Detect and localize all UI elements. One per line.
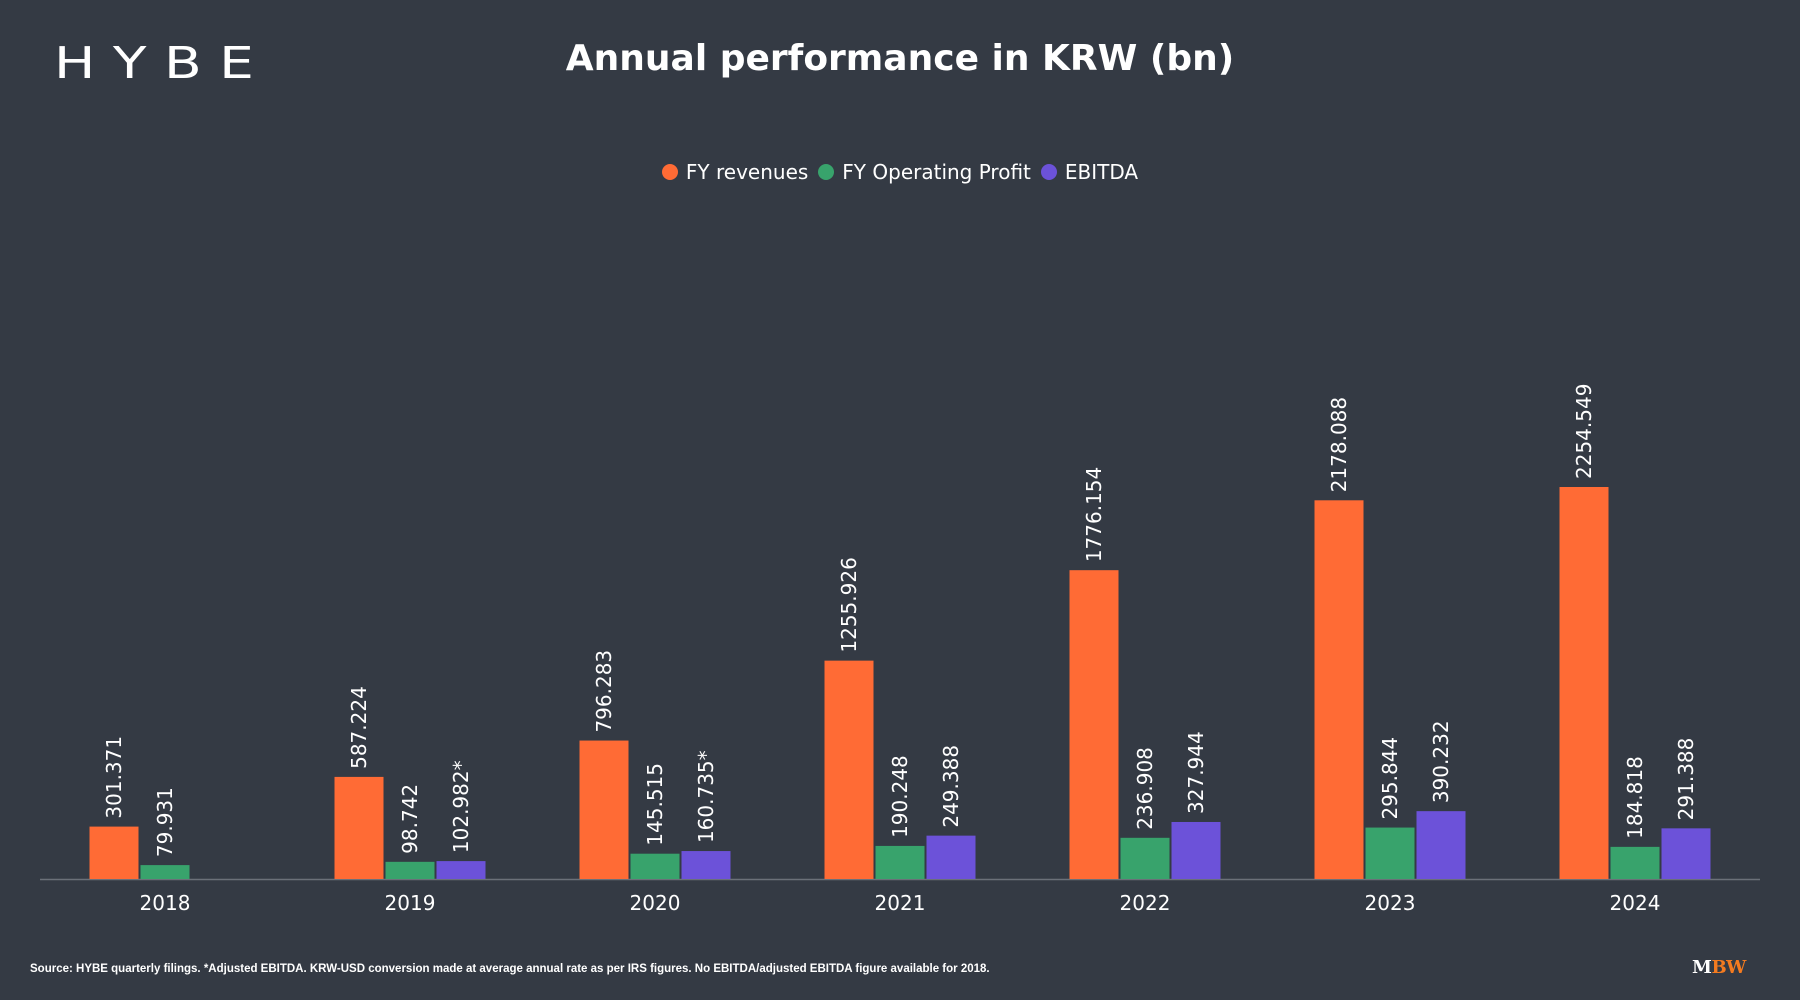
mbw-logo: MBW [1692,957,1746,978]
data-label-fy-revenues-2019: 587.224 [347,686,371,769]
data-label-fy-revenues-2023: 2178.088 [1327,397,1351,492]
mbw-logo-m: M [1692,957,1712,978]
bar-fy-revenues-2020[interactable] [579,740,629,879]
hybe-logo: HYBE [54,38,272,89]
bar-ebitda-2023[interactable] [1416,811,1466,879]
bar-fy-operating-profit-2024[interactable] [1610,846,1660,879]
bar-ebitda-2019[interactable] [436,861,486,879]
data-label-ebitda-2019: 102.982* [449,760,473,853]
legend-label-revenues: FY revenues [685,160,809,184]
bar-fy-operating-profit-2018[interactable] [140,865,190,879]
data-label-fy-operating-profit-2023: 295.844 [1378,737,1402,820]
x-tick-label-2022: 2022 [1120,891,1171,915]
data-label-ebitda-2022: 327.944 [1184,731,1208,814]
source-note: Source: HYBE quarterly filings. *Adjuste… [30,963,990,975]
data-label-fy-operating-profit-2019: 98.742 [398,784,422,854]
legend-label-ebitda: EBITDA [1064,160,1139,184]
x-tick-label-2019: 2019 [385,891,436,915]
bar-fy-revenues-2021[interactable] [824,660,874,879]
bar-fy-revenues-2022[interactable] [1069,570,1119,879]
bar-fy-operating-profit-2022[interactable] [1120,837,1170,879]
bar-fy-revenues-2019[interactable] [334,776,384,879]
data-label-fy-operating-profit-2020: 145.515 [643,763,667,846]
x-tick-label-2023: 2023 [1365,891,1416,915]
legend-marker-ebitda [1040,164,1057,180]
legend-marker-operating-profit [818,164,835,180]
x-tick-label-2020: 2020 [630,891,681,915]
bar-fy-operating-profit-2020[interactable] [630,853,680,879]
bar-fy-revenues-2018[interactable] [89,826,139,879]
data-label-fy-operating-profit-2022: 236.908 [1133,747,1157,830]
bar-fy-operating-profit-2019[interactable] [385,861,435,879]
bar-ebitda-2024[interactable] [1661,828,1711,879]
data-label-ebitda-2023: 390.232 [1429,720,1453,803]
bar-fy-operating-profit-2023[interactable] [1365,827,1415,879]
chart-title: Annual performance in KRW (bn) [565,38,1235,79]
bar-ebitda-2020[interactable] [681,851,731,879]
data-label-fy-revenues-2020: 796.283 [592,650,616,733]
data-label-fy-revenues-2021: 1255.926 [837,557,861,652]
bar-fy-revenues-2023[interactable] [1314,500,1364,879]
legend-marker-revenues [661,164,678,180]
bar-ebitda-2021[interactable] [926,835,976,879]
legend: FY revenues FY Operating Profit EBITDA [0,160,1800,184]
mbw-logo-bw: BW [1711,957,1746,978]
legend-label-operating-profit: FY Operating Profit [842,160,1031,184]
legend-item-revenues[interactable]: FY revenues [661,160,809,184]
legend-item-ebitda[interactable]: EBITDA [1040,160,1139,184]
x-tick-label-2024: 2024 [1610,891,1661,915]
bar-fy-revenues-2024[interactable] [1559,487,1609,879]
bar-fy-operating-profit-2021[interactable] [875,845,925,879]
bar-ebitda-2022[interactable] [1171,821,1221,879]
data-label-fy-revenues-2024: 2254.549 [1572,384,1596,479]
data-label-fy-revenues-2022: 1776.154 [1082,467,1106,562]
x-tick-label-2021: 2021 [875,891,926,915]
data-label-fy-revenues-2018: 301.371 [102,736,126,819]
data-label-fy-operating-profit-2018: 79.931 [153,787,177,857]
legend-item-operating-profit[interactable]: FY Operating Profit [818,160,1031,184]
data-label-ebitda-2021: 249.388 [939,745,963,828]
x-tick-label-2018: 2018 [140,891,191,915]
data-label-ebitda-2020: 160.735* [694,750,718,843]
data-label-fy-operating-profit-2024: 184.818 [1623,756,1647,839]
data-label-fy-operating-profit-2021: 190.248 [888,755,912,838]
data-label-ebitda-2024: 291.388 [1674,738,1698,821]
